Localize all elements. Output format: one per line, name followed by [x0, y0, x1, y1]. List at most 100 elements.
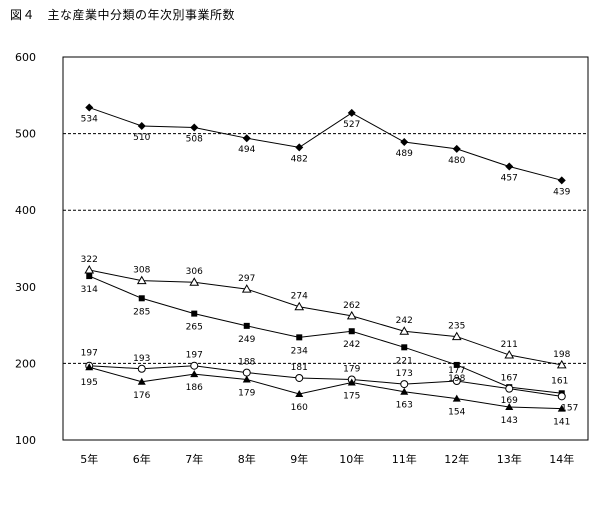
x-tick-label: 14年: [549, 452, 574, 466]
data-point-series-4: [452, 377, 461, 386]
data-label-series-3: 221: [396, 356, 413, 366]
data-point-series-4: [242, 368, 251, 377]
data-point-series-1: [347, 108, 356, 117]
data-point-series-4: [400, 380, 409, 389]
data-label-series-4: 188: [238, 358, 255, 368]
data-point-series-3: [86, 273, 93, 280]
data-point-series-2: [399, 326, 410, 335]
data-point-series-3: [243, 322, 250, 329]
data-point-series-2: [294, 301, 305, 311]
data-point-series-1: [137, 121, 146, 130]
data-point-series-5: [452, 394, 461, 402]
series-line-1: [89, 107, 562, 181]
data-point-series-1: [557, 176, 566, 185]
data-point-series-5: [242, 375, 251, 383]
data-point-series-4: [557, 392, 566, 401]
data-point-series-2: [84, 264, 95, 274]
data-point-series-4: [505, 384, 514, 393]
data-point-series-5: [295, 390, 304, 398]
data-point-series-5: [505, 403, 514, 411]
data-label-series-4: 177: [448, 366, 465, 376]
data-label-series-4: 197: [81, 349, 98, 359]
series-line-4: [89, 365, 562, 397]
data-point-series-4: [137, 364, 146, 373]
data-point-series-2: [189, 277, 200, 286]
data-label-series-3: 314: [81, 285, 98, 295]
data-point-series-4: [295, 373, 304, 382]
data-label-series-1: 527: [343, 120, 360, 130]
data-point-series-2: [241, 284, 252, 293]
data-point-series-2: [504, 349, 515, 359]
data-point-series-5: [190, 370, 199, 378]
data-point-series-3: [453, 361, 460, 368]
x-tick-label: 5年: [80, 452, 98, 466]
chart-title: 図４ 主な産業中分類の年次別事業所数: [10, 8, 236, 22]
data-label-series-3: 234: [291, 346, 308, 356]
data-label-series-4: 197: [186, 351, 203, 361]
series-line-5: [89, 366, 562, 410]
series-line-2: [89, 269, 562, 366]
x-tick-label: 8年: [238, 452, 256, 466]
data-point-series-1: [242, 134, 251, 143]
data-point-series-1: [505, 162, 514, 171]
data-point-series-5: [137, 377, 146, 385]
data-label-series-1: 508: [186, 134, 203, 144]
data-point-series-2: [346, 310, 357, 320]
data-label-series-4: 167: [501, 374, 518, 384]
x-tick-label: 7年: [185, 452, 203, 466]
data-point-series-4: [190, 361, 199, 370]
data-label-series-2: 306: [186, 267, 203, 277]
data-label-series-1: 439: [553, 187, 570, 197]
data-label-series-3: 242: [343, 340, 360, 350]
data-label-series-5: 160: [291, 403, 308, 413]
data-point-series-3: [138, 295, 145, 302]
data-label-series-2: 308: [133, 266, 150, 276]
data-label-series-2: 322: [81, 255, 98, 265]
y-tick-label-600: 600: [15, 51, 36, 64]
data-label-series-3: 161: [551, 376, 568, 386]
data-point-series-2: [451, 331, 462, 341]
data-point-series-1: [452, 144, 461, 153]
data-label-series-3: 265: [186, 323, 203, 333]
data-point-series-3: [401, 344, 408, 351]
data-point-series-5: [400, 387, 409, 395]
data-label-series-1: 489: [396, 149, 413, 159]
data-label-series-2: 297: [238, 274, 255, 284]
data-label-series-3: 249: [238, 335, 255, 345]
data-point-series-3: [348, 328, 355, 335]
data-point-series-1: [400, 138, 409, 147]
data-label-series-4: 193: [133, 354, 150, 364]
series-line-3: [89, 275, 562, 394]
data-label-series-1: 457: [501, 174, 518, 184]
data-point-series-3: [296, 334, 303, 341]
data-point-series-5: [557, 404, 566, 412]
data-label-series-5: 179: [238, 388, 255, 398]
data-label-series-5: 141: [553, 418, 570, 428]
data-point-series-5: [347, 378, 356, 386]
data-label-series-1: 510: [133, 133, 150, 143]
x-tick-label: 13年: [497, 452, 522, 466]
plot-area-frame: [62, 56, 589, 441]
data-label-series-5: 154: [448, 408, 465, 418]
data-point-series-1: [85, 103, 94, 112]
data-point-series-2: [556, 359, 567, 369]
data-label-series-2: 211: [501, 340, 518, 350]
data-label-series-2: 235: [448, 322, 465, 332]
x-tick-label: 12年: [444, 452, 469, 466]
data-point-series-1: [295, 143, 304, 152]
y-tick-label-100: 100: [15, 434, 36, 447]
data-label-series-1: 482: [291, 154, 308, 164]
x-tick-label: 9年: [290, 452, 308, 466]
data-label-series-3: 285: [133, 307, 150, 317]
data-point-series-2: [136, 275, 147, 285]
data-label-series-5: 175: [343, 392, 360, 402]
data-label-series-3: 198: [448, 374, 465, 384]
data-label-series-1: 534: [81, 115, 98, 125]
data-point-series-3: [191, 310, 198, 317]
y-tick-label-400: 400: [15, 204, 36, 217]
data-label-series-5: 163: [396, 401, 413, 411]
y-tick-label-500: 500: [15, 128, 36, 141]
data-label-series-5: 143: [501, 416, 518, 426]
data-label-series-2: 262: [343, 301, 360, 311]
